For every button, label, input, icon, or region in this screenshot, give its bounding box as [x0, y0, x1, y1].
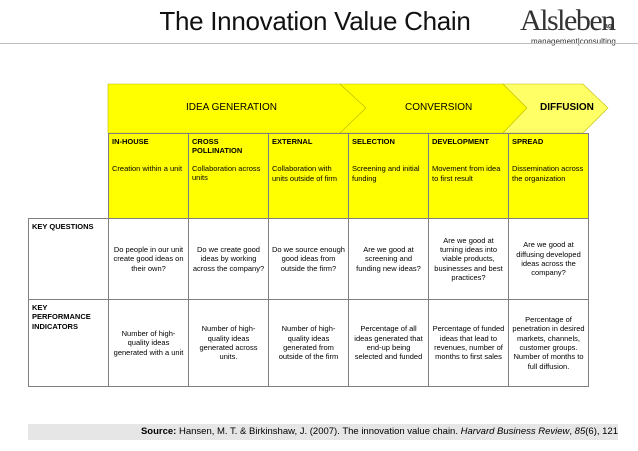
column-name: CROSS POLLINATION	[192, 137, 243, 156]
column-desc: Collaboration with units outside of firm	[272, 164, 338, 183]
table-cell: Percentage of all ideas generated that e…	[348, 299, 429, 387]
column-header-row: IN-HOUSE Creation within a unit CROSS PO…	[29, 133, 589, 219]
column-desc: Dissemination across the organization	[512, 164, 584, 183]
table-cell: Percentage of funded ideas that lead to …	[428, 299, 509, 387]
table-cell: Are we good at screening and funding new…	[348, 218, 429, 300]
column-development: DEVELOPMENT Movement from idea to first …	[428, 133, 509, 219]
column-spread: SPREAD Dissemination across the organiza…	[508, 133, 589, 219]
source-authors: Hansen, M. T. & Birkinshaw, J. (2007). T…	[178, 426, 458, 437]
table-cell: Number of high-quality ideas generated f…	[268, 299, 349, 387]
source-label: Source:	[140, 426, 177, 437]
column-name: DEVELOPMENT	[432, 137, 490, 146]
header-divider	[0, 43, 638, 44]
table-cell: Number of high-quality ideas generated w…	[108, 299, 189, 387]
stage-label-conversion: CONVERSION	[405, 102, 473, 113]
table-cell: Are we good at turning ideas into viable…	[428, 218, 509, 300]
column-name: EXTERNAL	[272, 137, 313, 146]
table-row-key-questions: KEY QUESTIONS Do people in our unit crea…	[28, 218, 589, 300]
header-corner	[29, 134, 109, 219]
column-name: SELECTION	[352, 137, 395, 146]
logo-tagline: management|consulting	[531, 37, 616, 46]
table-cell: Do we create good ideas by working acros…	[188, 218, 269, 300]
page-title: The Innovation Value Chain	[159, 6, 471, 36]
source-citation: Source: Hansen, M. T. & Birkinshaw, J. (…	[28, 424, 618, 440]
table-cell: Do people in our unit create good ideas …	[108, 218, 189, 300]
value-chain-table: IN-HOUSE Creation within a unit CROSS PO…	[28, 133, 589, 387]
column-desc: Creation within a unit	[112, 164, 183, 174]
column-external: EXTERNAL Collaboration with units outsid…	[268, 133, 349, 219]
table-row-kpis: KEY PERFORMANCE INDICATORS Number of hig…	[28, 299, 589, 387]
stage-label-idea-generation: IDEA GENERATION	[186, 102, 277, 113]
source-issue-pages: (6), 121	[585, 426, 618, 437]
column-cross-pollination: CROSS POLLINATION Collaboration across u…	[188, 133, 269, 219]
column-name: SPREAD	[512, 137, 544, 146]
source-journal: Harvard Business Review	[460, 426, 570, 437]
table-cell: Do we source enough good ideas from outs…	[268, 218, 349, 300]
table-cell: Are we good at diffusing developed ideas…	[508, 218, 589, 300]
column-name: IN-HOUSE	[112, 137, 149, 146]
column-selection: SELECTION Screening and initial funding	[348, 133, 429, 219]
table-cell: Percentage of penetration in desired mar…	[508, 299, 589, 387]
column-in-house: IN-HOUSE Creation within a unit	[108, 133, 189, 219]
logo-wordmark: Alsleben	[520, 4, 616, 37]
column-desc: Collaboration across units	[192, 163, 261, 183]
column-desc: Movement from idea to first result	[432, 164, 501, 183]
row-label: KEY QUESTIONS	[28, 218, 109, 300]
logo-suffix: ag	[604, 23, 613, 30]
stage-label-diffusion: DIFFUSION	[540, 102, 594, 113]
source-volume: 85	[574, 426, 586, 437]
column-desc: Screening and initial funding	[352, 164, 420, 183]
row-label: KEY PERFORMANCE INDICATORS	[28, 299, 109, 387]
stage-chevrons	[107, 83, 609, 134]
table-cell: Number of high-quality ideas generated a…	[188, 299, 269, 387]
